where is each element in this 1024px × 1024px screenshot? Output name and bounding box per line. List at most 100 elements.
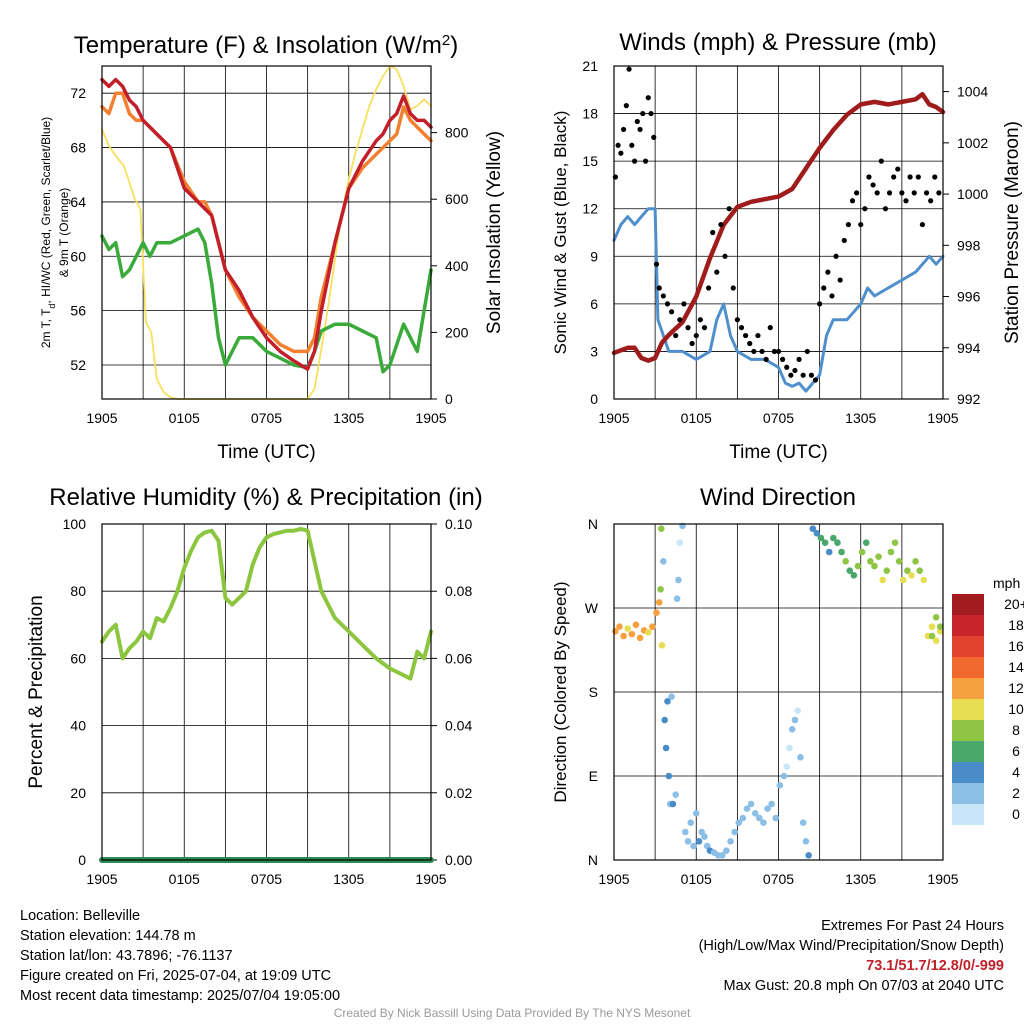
direction-point <box>788 726 796 733</box>
direction-y-tick-label: S <box>589 684 598 700</box>
direction-point <box>932 637 940 644</box>
winds-gust-point <box>808 372 815 378</box>
direction-x-tick-label: 1905 <box>927 871 958 887</box>
winds-gust-point <box>817 301 823 307</box>
winds-gust-point <box>722 253 728 259</box>
winds-gust-point <box>788 372 794 378</box>
station-info: Location: Belleville Station elevation: … <box>20 906 340 1006</box>
winds-panel: Winds (mph) & Pressure (mb) 1905 0105 0705 1… <box>551 29 1023 463</box>
direction-point <box>655 599 663 606</box>
winds-gust-point <box>878 158 884 164</box>
direction-point <box>883 567 891 574</box>
temperature-x-tick-label: 1905 <box>415 410 446 426</box>
direction-point <box>624 625 632 632</box>
direction-point <box>932 614 940 621</box>
winds-gust-point <box>631 158 638 164</box>
direction-point <box>936 628 944 635</box>
winds-x-tick-label: 1905 <box>598 410 629 426</box>
winds-gust-point <box>891 174 897 180</box>
winds-gust-point <box>685 325 691 331</box>
direction-point <box>735 819 743 826</box>
station-elevation: Station elevation: 144.78 m <box>20 928 196 944</box>
winds-gust-point <box>775 348 782 355</box>
winds-gust-point <box>845 221 852 228</box>
legend-swatch <box>952 594 984 615</box>
temperature-x-tick-label: 0105 <box>169 410 200 426</box>
direction-point <box>743 805 751 812</box>
temperature-x-tick-label: 0705 <box>251 410 282 426</box>
direction-title: Wind Direction <box>700 484 856 511</box>
winds-gust-point <box>825 269 831 275</box>
winds-gust-point <box>743 332 749 339</box>
direction-point <box>701 833 708 840</box>
winds-y-tick-label: 9 <box>590 248 598 264</box>
direction-point <box>657 525 665 532</box>
winds-x-tick-label: 1305 <box>845 410 876 426</box>
legend-label: 12 <box>1008 680 1024 696</box>
extremes-values: 73.1/51.7/12.8/0/-999 <box>866 958 1004 974</box>
direction-point <box>681 828 689 836</box>
winds-gust-point <box>664 301 671 307</box>
humidity-y2-tick-label: 0.10 <box>445 516 472 532</box>
direction-point <box>658 642 666 649</box>
legend-title: mph <box>993 575 1020 591</box>
winds-y-tick-label: 0 <box>590 391 598 407</box>
temperature-y2-tick-label: 200 <box>445 324 469 340</box>
winds-gust-point <box>738 325 745 331</box>
humidity-y2-tick-label: 0.06 <box>445 650 472 666</box>
winds-gust-point <box>660 293 666 299</box>
legend-label: 18 <box>1008 617 1024 633</box>
winds-gust-point <box>656 285 662 291</box>
legend-swatch <box>952 804 984 825</box>
winds-y2-tick-label: 1002 <box>957 135 988 151</box>
winds-gust-point <box>651 134 657 140</box>
direction-point <box>628 630 636 638</box>
temperature-x-label: Time (UTC) <box>217 442 316 463</box>
legend-swatch <box>952 783 984 804</box>
direction-point <box>842 558 849 565</box>
direction-point <box>802 838 810 845</box>
direction-point <box>776 782 784 789</box>
winds-gust-point <box>714 269 720 275</box>
direction-point <box>684 838 692 845</box>
winds-gust-point <box>771 348 777 355</box>
direction-point <box>799 819 807 826</box>
direction-point <box>657 586 664 593</box>
direction-point <box>768 800 775 808</box>
direction-point <box>780 772 788 780</box>
direction-y-tick-label: E <box>589 768 598 784</box>
direction-x-tick-label: 1905 <box>598 871 629 887</box>
winds-gust-point <box>833 253 839 259</box>
winds-gust-point <box>821 285 827 291</box>
winds-gust-point <box>623 103 629 109</box>
winds-y2-tick-label: 996 <box>957 289 981 305</box>
direction-point <box>692 810 700 817</box>
direction-point <box>756 814 763 822</box>
legend-label: 8 <box>1012 722 1020 738</box>
temperature-temp_2m-line <box>100 77 433 371</box>
temperature-y-tick-label: 68 <box>70 140 86 156</box>
winds-y-tick-label: 15 <box>582 153 598 169</box>
winds-y2-tick-label: 998 <box>957 237 981 253</box>
direction-point <box>850 572 858 579</box>
legend-swatch <box>952 720 984 741</box>
direction-point <box>764 805 771 812</box>
direction-point <box>772 814 780 822</box>
direction-y-tick-label: N <box>588 852 598 868</box>
direction-point <box>616 623 623 630</box>
winds-gust-point <box>932 174 938 180</box>
legend-label: 20+ <box>1004 596 1024 612</box>
direction-point <box>673 595 681 602</box>
winds-gust-point <box>620 126 627 133</box>
direction-point <box>794 707 801 714</box>
winds-gust-point <box>882 206 889 212</box>
winds-gust-point <box>858 221 864 228</box>
winds-x-tick-label: 1905 <box>927 410 958 426</box>
legend-swatch <box>952 657 984 678</box>
direction-point <box>809 525 817 532</box>
direction-point <box>813 530 821 537</box>
winds-gust-point <box>837 277 843 283</box>
direction-point <box>928 623 936 630</box>
winds-gust-point <box>936 190 942 196</box>
winds-gust-point <box>829 293 835 299</box>
